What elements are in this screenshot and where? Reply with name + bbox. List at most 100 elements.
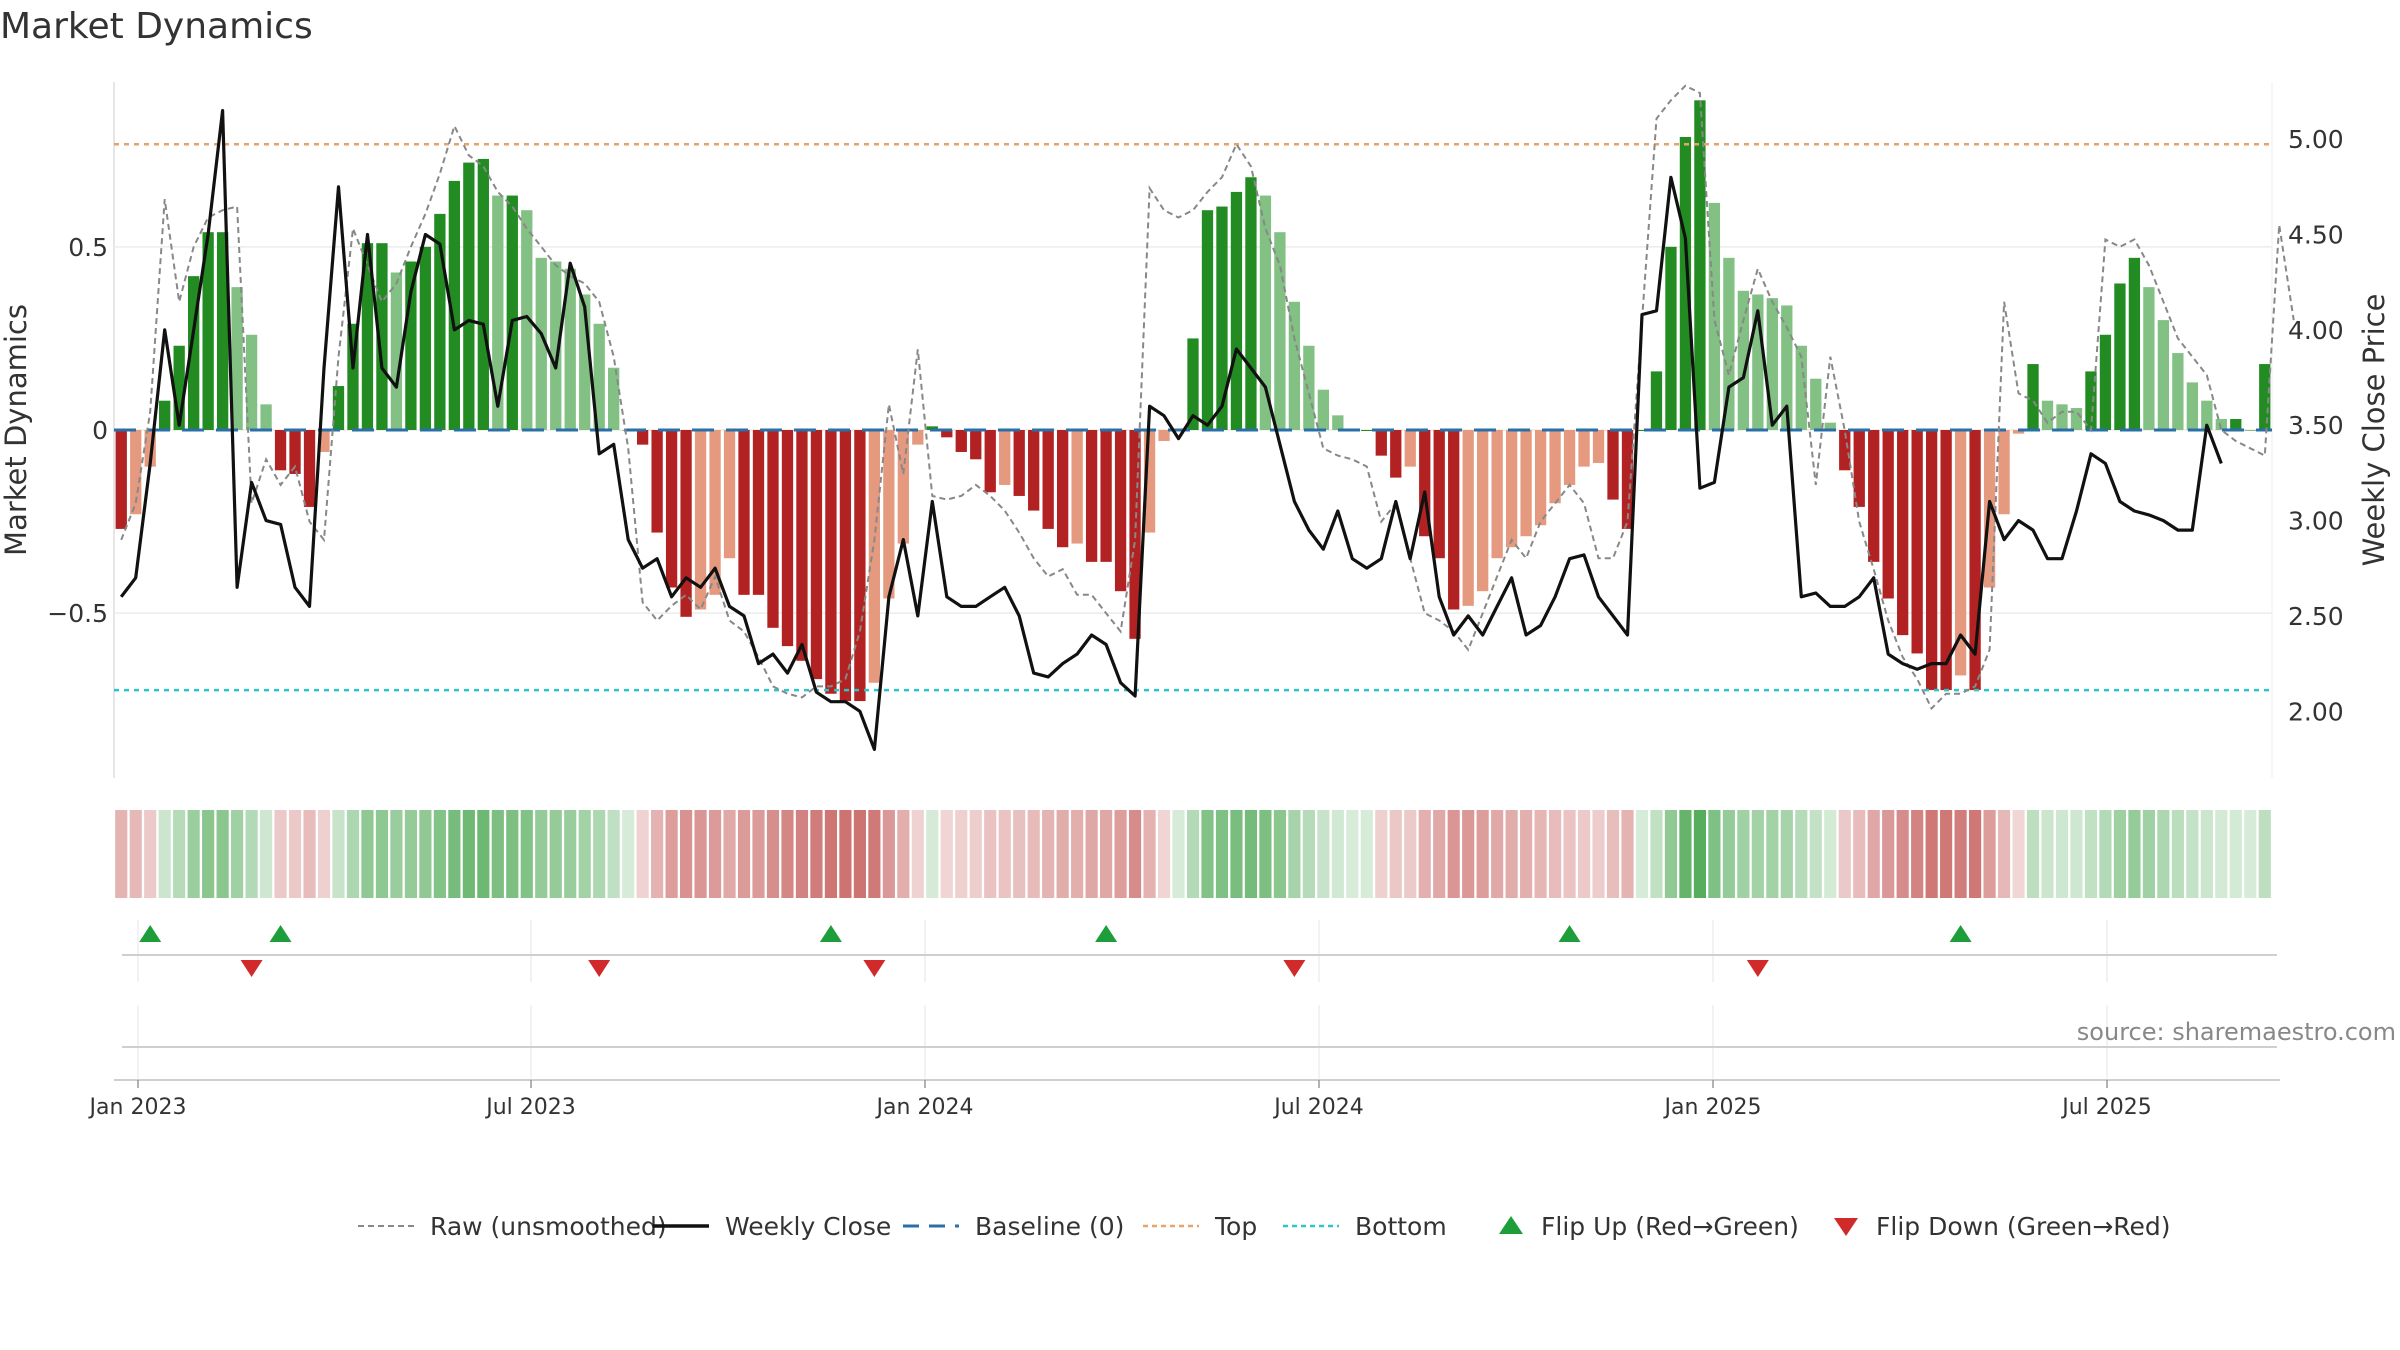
heat-strip-cell <box>1795 810 1808 898</box>
heat-strip-cell <box>1853 810 1866 898</box>
legend-label: Bottom <box>1355 1212 1447 1241</box>
dynamics-bar <box>448 180 461 430</box>
dynamics-bar <box>1911 430 1923 654</box>
flip-down-marker <box>240 960 263 977</box>
heat-strip-cell <box>433 810 446 898</box>
heat-strip-cell <box>1157 810 1171 898</box>
heat-strip-cell <box>2142 810 2155 898</box>
dynamics-bar <box>825 430 837 694</box>
heat-strip-cell <box>317 810 331 898</box>
dynamics-bar <box>1013 430 1025 496</box>
dynamics-bar <box>984 430 996 493</box>
heat-strip-cell <box>1100 810 1113 898</box>
dynamics-bar <box>1216 206 1228 430</box>
heat-strip-cell <box>1317 810 1330 898</box>
dynamics-bar <box>1303 345 1315 430</box>
dynamics-bar <box>1042 430 1054 529</box>
heat-strip-cell <box>1664 810 1678 898</box>
legend-label: Raw (unsmoothed) <box>430 1212 667 1241</box>
heat-strip-cell <box>259 810 273 898</box>
dynamics-bar <box>593 323 605 430</box>
dynamics-bar <box>1419 430 1431 537</box>
heat-strip-cell <box>1983 810 1996 898</box>
dynamics-bar <box>2099 334 2112 430</box>
right-tick-label: 4.50 <box>2288 221 2344 250</box>
heat-strip-cell <box>1896 810 1909 898</box>
dynamics-bar <box>1853 430 1865 507</box>
heat-strip-cell <box>1056 810 1069 898</box>
dynamics-bar <box>1491 430 1503 559</box>
dynamics-bar <box>361 243 374 430</box>
heat-strip-cell <box>1737 810 1750 898</box>
dynamics-bar <box>738 430 750 595</box>
heat-strip-cell <box>2171 810 2184 898</box>
dynamics-bar <box>999 430 1011 485</box>
dynamics-bar <box>434 213 446 430</box>
heat-strip-cell <box>1621 810 1634 898</box>
dynamics-bar <box>419 246 432 430</box>
heat-strip-cell <box>1969 810 1982 898</box>
heat-strip-cell <box>375 810 389 898</box>
heat-strip-cell <box>2244 810 2257 898</box>
dynamics-bar <box>2157 320 2170 430</box>
heat-strip-cell <box>2128 810 2141 898</box>
dynamics-bar <box>130 430 142 515</box>
dynamics-bar <box>1477 430 1489 592</box>
left-tick-label: 0.5 <box>68 233 108 262</box>
legend-label: Baseline (0) <box>975 1212 1124 1241</box>
right-tick-label: 3.50 <box>2288 411 2344 440</box>
dynamics-bar <box>1592 430 1605 463</box>
flip-down-marker <box>1283 960 1306 977</box>
right-tick-label: 5.00 <box>2288 125 2344 154</box>
heat-strip-cell <box>1375 810 1388 898</box>
heat-strip-cell <box>2229 810 2242 898</box>
legend-flip-down-swatch <box>1834 1218 1858 1236</box>
dynamics-bar <box>1969 430 1981 691</box>
dynamics-bar <box>1737 290 1750 430</box>
flip-up-marker <box>1095 925 1118 942</box>
heat-strip-cell <box>477 810 490 898</box>
dynamics-bar <box>564 268 576 430</box>
heat-strip-cell <box>1940 810 1953 898</box>
heat-strip-cell <box>1650 810 1663 898</box>
heat-strip-cell <box>1201 810 1214 898</box>
dynamics-bar <box>1781 305 1793 430</box>
dynamics-bar <box>2027 364 2039 430</box>
heat-strip-cell <box>1708 810 1721 898</box>
dynamics-bar <box>1187 338 1199 430</box>
heat-strip-cell <box>926 810 939 898</box>
dynamics-bar <box>1158 430 1170 441</box>
dynamics-bar <box>1679 136 1692 430</box>
dynamics-bar <box>188 276 200 430</box>
dynamics-bar <box>2012 430 2025 434</box>
dynamics-bar <box>1288 301 1301 430</box>
dynamics-bar <box>274 430 287 471</box>
dynamics-bar <box>2215 419 2227 430</box>
heat-strip-cell <box>1042 810 1055 898</box>
heat-strip-cell <box>1882 810 1895 898</box>
heat-strip-cell <box>1302 810 1315 898</box>
dynamics-bar <box>1998 430 2010 515</box>
flip-up-marker <box>819 925 842 942</box>
dynamics-bar <box>752 430 765 595</box>
heat-strip-cell <box>1172 810 1185 898</box>
dynamics-bar <box>1028 430 1040 511</box>
heat-strip-cell <box>766 810 780 898</box>
heat-strip-cell <box>390 810 403 898</box>
heat-strip-cell <box>2113 810 2127 898</box>
dynamics-bar <box>2114 283 2126 430</box>
heat-strip-cell <box>2157 810 2170 898</box>
dynamics-bar <box>1100 430 1112 562</box>
flip-up-marker <box>139 925 162 942</box>
heat-strip-cell <box>2258 810 2271 898</box>
dynamics-bar <box>1650 371 1663 430</box>
dynamics-bar <box>2041 400 2054 430</box>
dynamics-bar <box>1520 430 1532 537</box>
dynamics-bar <box>2244 430 2256 431</box>
legend-label: Flip Up (Red→Green) <box>1541 1212 1799 1241</box>
heat-strip-cell <box>1997 810 2011 898</box>
dynamics-bar <box>926 426 938 430</box>
dynamics-bar <box>159 400 171 430</box>
heat-strip-cell <box>1548 810 1562 898</box>
